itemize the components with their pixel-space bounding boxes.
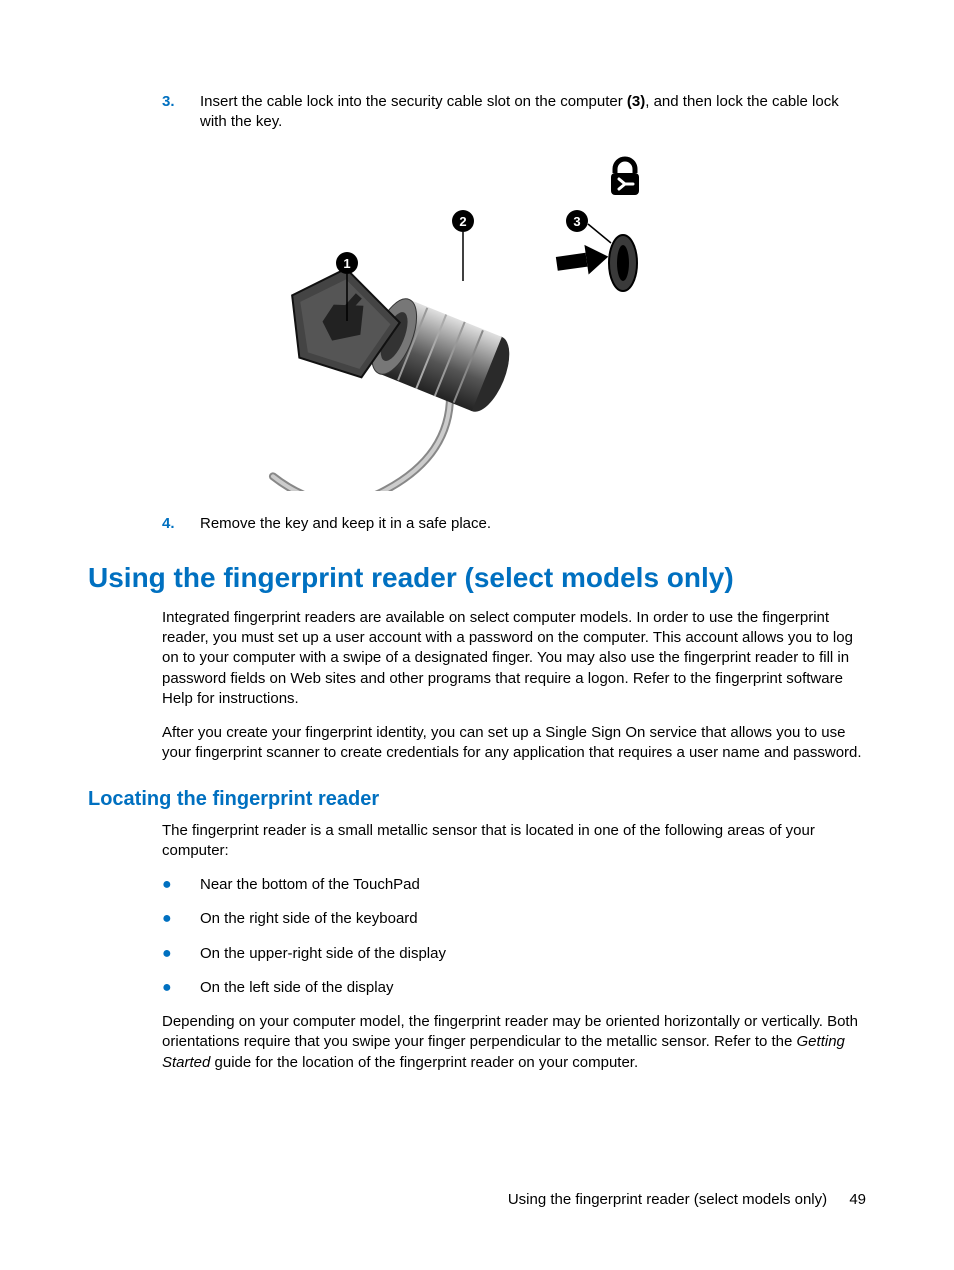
bullet-icon: ● <box>162 944 200 964</box>
bullet-icon: ● <box>162 909 200 929</box>
ordered-step-4: 4. Remove the key and keep it in a safe … <box>88 514 866 534</box>
bullet-icon: ● <box>162 978 200 998</box>
para4-after: guide for the location of the fingerprin… <box>210 1054 638 1071</box>
cable-lock-illustration: 3 <box>267 151 687 491</box>
locating-intro: The fingerprint reader is a small metall… <box>162 821 866 862</box>
list-item: ● On the upper-right side of the display <box>162 944 866 964</box>
para4-before: Depending on your computer model, the fi… <box>162 1013 858 1050</box>
step3-bold: (3) <box>627 93 645 110</box>
bullet-text: On the left side of the display <box>200 978 393 998</box>
footer-page-number: 49 <box>849 1191 866 1208</box>
location-bullet-list: ● Near the bottom of the TouchPad ● On t… <box>162 875 866 998</box>
svg-text:2: 2 <box>459 214 466 229</box>
bullet-icon: ● <box>162 875 200 895</box>
bullet-text: On the right side of the keyboard <box>200 909 418 929</box>
svg-text:3: 3 <box>573 214 580 229</box>
step-text: Remove the key and keep it in a safe pla… <box>200 514 866 534</box>
list-item: ● On the right side of the keyboard <box>162 909 866 929</box>
document-page: 3. Insert the cable lock into the securi… <box>0 0 954 1147</box>
page-footer: Using the fingerprint reader (select mod… <box>508 1191 866 1208</box>
heading-fingerprint: Using the fingerprint reader (select mod… <box>88 562 866 594</box>
ordered-step-3: 3. Insert the cable lock into the securi… <box>88 92 866 133</box>
bullet-text: Near the bottom of the TouchPad <box>200 875 420 895</box>
fingerprint-intro-p1: Integrated fingerprint readers are avail… <box>162 608 866 709</box>
heading-locating: Locating the fingerprint reader <box>88 788 866 811</box>
orientation-paragraph: Depending on your computer model, the fi… <box>162 1012 866 1073</box>
list-item: ● On the left side of the display <box>162 978 866 998</box>
list-item: ● Near the bottom of the TouchPad <box>162 875 866 895</box>
svg-text:1: 1 <box>343 256 350 271</box>
fingerprint-intro-p2: After you create your fingerprint identi… <box>162 723 866 764</box>
step-number: 3. <box>88 92 200 133</box>
step-number: 4. <box>88 514 200 534</box>
bullet-text: On the upper-right side of the display <box>200 944 446 964</box>
cable-lock-figure: 3 <box>88 151 866 496</box>
step3-text-before: Insert the cable lock into the security … <box>200 93 627 110</box>
step-text: Insert the cable lock into the security … <box>200 92 866 133</box>
footer-section-title: Using the fingerprint reader (select mod… <box>508 1191 827 1208</box>
